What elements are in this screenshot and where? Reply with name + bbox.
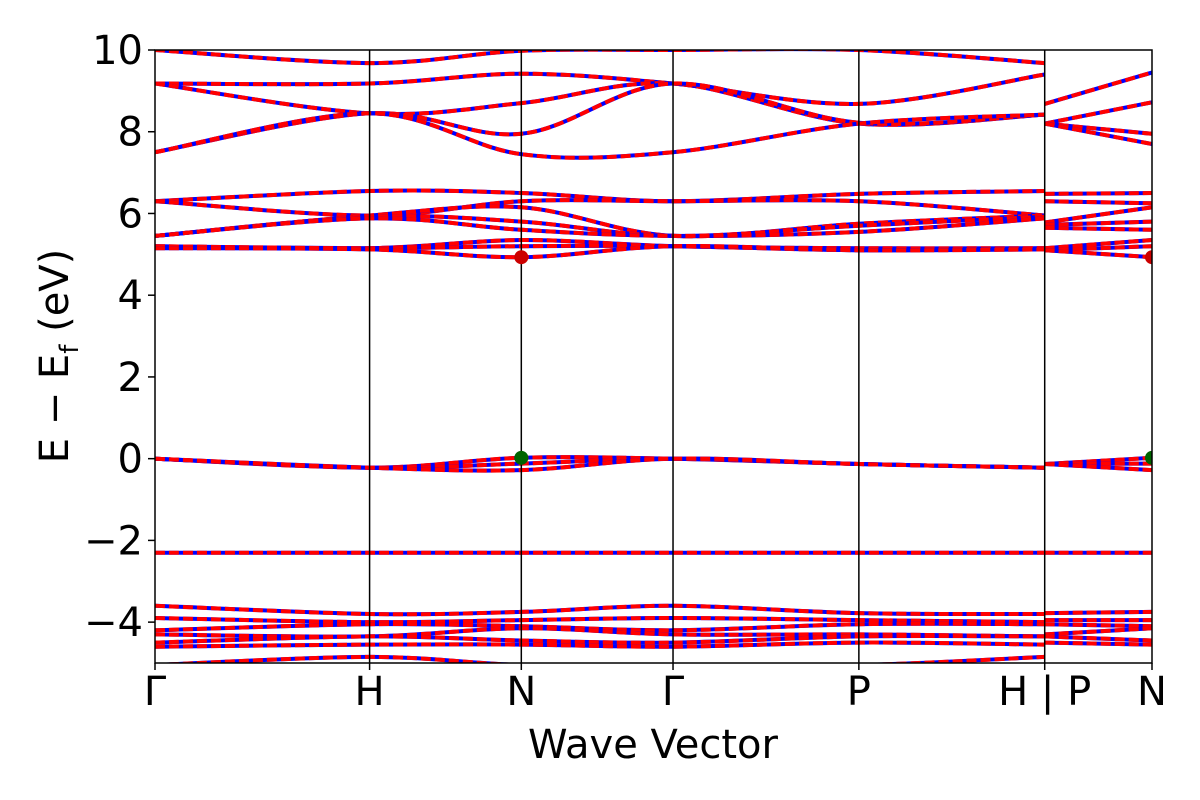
y-axis-title-unit: (eV) xyxy=(32,249,78,345)
y-tick-label-1: 8 xyxy=(118,110,143,156)
x-tick-label-3: Γ xyxy=(662,669,685,715)
band-41-spin-down xyxy=(155,633,1045,645)
x-tick-label-0: Γ xyxy=(144,669,167,715)
plot-frame xyxy=(154,49,1153,664)
band-42-spin-down xyxy=(1044,634,1152,643)
band-12-spin-down xyxy=(1044,199,1152,206)
x-axis-ticks: Γ H N Γ P H | P N xyxy=(144,663,1167,715)
x-tick-label-6: N xyxy=(1137,669,1167,715)
band-35-spin-down xyxy=(155,615,1045,625)
x-axis-title: Wave Vector xyxy=(528,722,779,768)
band-14-spin-down xyxy=(1044,205,1152,225)
band-17-spin-down xyxy=(155,216,1045,238)
band-7-spin-down xyxy=(155,111,1045,160)
band-23-spin-down xyxy=(155,244,1045,260)
band-4-spin-down xyxy=(1044,100,1152,126)
x-tick-label-2: N xyxy=(506,669,536,715)
extrema-markers xyxy=(514,250,1152,465)
y-tick-label-4: 2 xyxy=(118,355,143,401)
band-5-spin-down xyxy=(155,81,1045,155)
band-43-spin-down xyxy=(155,640,1045,649)
band-33-spin-down xyxy=(155,603,1045,617)
band-16-spin-down xyxy=(1044,219,1152,227)
y-tick-label-5: 0 xyxy=(118,437,143,483)
x-tick-label-4: P xyxy=(847,669,871,715)
y-tick-label-6: −2 xyxy=(84,518,143,564)
marker-vbm-2 xyxy=(514,450,529,465)
bands-layer xyxy=(155,50,1152,663)
marker-cbm-1 xyxy=(1145,250,1152,265)
band-37-spin-down xyxy=(155,621,1045,633)
y-tick-label-0: 10 xyxy=(92,28,143,74)
band-44-spin-down xyxy=(1044,640,1152,647)
y-axis-title-subscript: f xyxy=(55,344,85,354)
band-38-spin-down xyxy=(1044,622,1152,629)
band-40-spin-down xyxy=(1044,626,1152,637)
band-10-spin-down xyxy=(1044,191,1152,196)
x-tick-label-1: H xyxy=(355,669,385,715)
y-axis-title: E − Ef (eV) xyxy=(32,249,85,464)
y-axis-ticks: 10 8 6 4 2 0 −2 −4 xyxy=(84,28,155,646)
y-axis-title-main: E − E xyxy=(32,354,78,464)
band-29-spin-down xyxy=(155,456,1045,473)
band-45-spin-down xyxy=(155,654,1045,663)
band-1-spin-down xyxy=(1044,70,1152,106)
band-24-spin-down xyxy=(1044,248,1152,260)
band-8-spin-down xyxy=(1044,121,1152,146)
band-3-spin-down xyxy=(155,81,1045,127)
marker-cbm-0 xyxy=(514,250,529,265)
band-11-spin-down xyxy=(155,198,1045,218)
band-20-spin-down xyxy=(1044,238,1152,251)
y-tick-label-7: −4 xyxy=(84,600,143,646)
x-tick-label-5: H | P xyxy=(998,669,1091,715)
marker-vbm-3 xyxy=(1145,450,1152,465)
band-2-spin-down xyxy=(155,71,1046,106)
band-9-spin-down xyxy=(155,188,1045,204)
y-tick-label-2: 6 xyxy=(118,191,143,237)
band-0-spin-down xyxy=(155,50,1045,66)
high-symmetry-lines xyxy=(368,50,1046,663)
band-18-spin-down xyxy=(1044,225,1152,232)
y-tick-label-3: 4 xyxy=(118,273,143,319)
band-34-spin-down xyxy=(1044,609,1152,616)
band-30-spin-down xyxy=(1044,462,1152,473)
